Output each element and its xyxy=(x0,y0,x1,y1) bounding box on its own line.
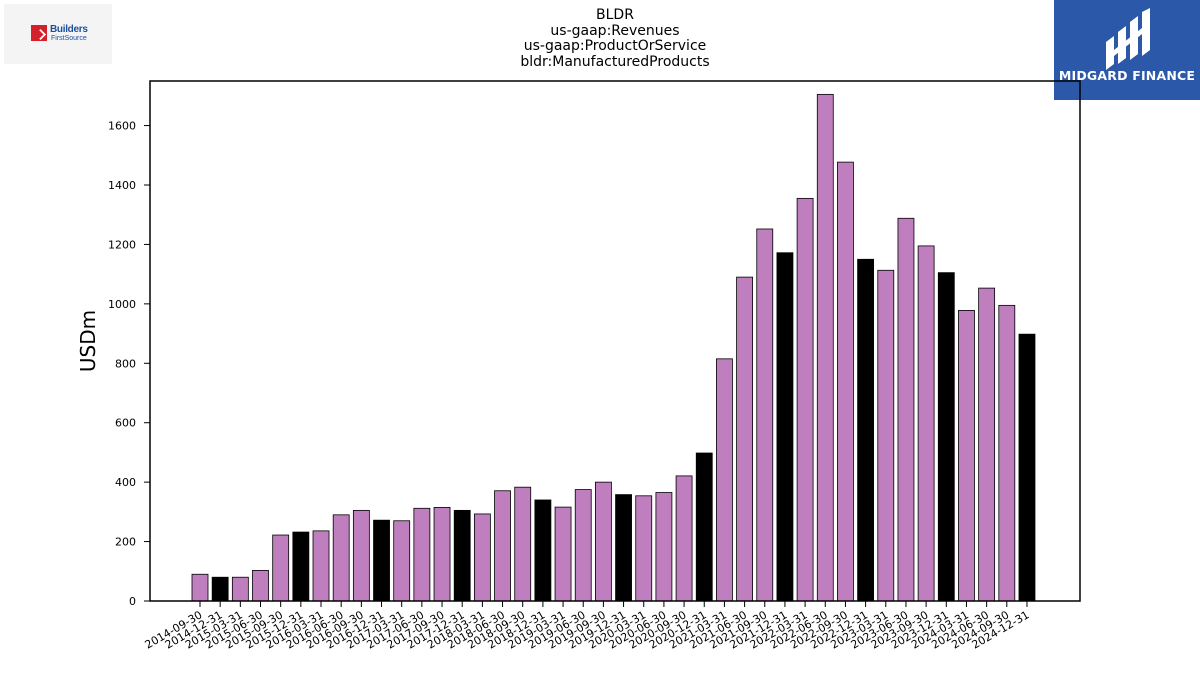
chart-title-line: bldr:ManufacturedProducts xyxy=(520,53,710,70)
midgard-finance-logo: MIDGARD FINANCE xyxy=(1054,0,1200,100)
bar xyxy=(837,161,854,602)
bar xyxy=(272,534,290,602)
bar xyxy=(998,304,1016,602)
y-tick-label: 1400 xyxy=(108,179,136,192)
bar xyxy=(211,576,229,602)
chart-title: BLDR us-gaap:Revenues us-gaap:ProductOrS… xyxy=(415,7,815,70)
y-axis: 0 200 400 600 800 1000 1200 1400 1600 xyxy=(108,120,150,608)
bar xyxy=(857,258,875,602)
y-tick-label: 600 xyxy=(115,417,136,430)
bar xyxy=(937,272,955,602)
y-tick-label: 200 xyxy=(115,536,136,549)
bar xyxy=(292,531,310,602)
bars-group xyxy=(191,93,1036,602)
builders-logo-subtext: FirstSource xyxy=(51,35,87,42)
bar xyxy=(816,93,834,602)
bar xyxy=(494,490,511,602)
bar xyxy=(433,506,451,602)
bar xyxy=(352,509,370,602)
bar xyxy=(574,489,592,602)
bar xyxy=(796,197,814,602)
bar xyxy=(332,514,350,602)
bar xyxy=(958,309,975,602)
bar xyxy=(312,530,330,602)
bar xyxy=(736,276,753,602)
bar xyxy=(453,509,471,602)
midgard-logo-text: MIDGARD FINANCE xyxy=(1058,68,1196,83)
bar xyxy=(635,495,653,602)
y-tick-label: 1000 xyxy=(108,298,136,311)
bar xyxy=(877,269,895,602)
chart-title-line: us-gaap:Revenues xyxy=(550,22,680,39)
bar xyxy=(393,520,411,602)
builders-logo-text: Builders xyxy=(50,24,88,35)
bar xyxy=(473,513,491,602)
bar xyxy=(756,228,774,602)
y-axis-label: USDm xyxy=(76,310,100,372)
bar xyxy=(897,217,915,602)
bar xyxy=(252,569,269,602)
bar xyxy=(978,287,996,602)
bar xyxy=(615,494,632,602)
y-tick-label: 800 xyxy=(115,357,136,370)
chart-title-line: us-gaap:ProductOrService xyxy=(523,38,707,54)
y-tick-label: 0 xyxy=(129,595,136,608)
builders-firstsource-logo: Builders FirstSource xyxy=(4,4,112,64)
bar xyxy=(514,486,532,602)
bar xyxy=(554,506,572,602)
y-tick-label: 1600 xyxy=(108,120,136,133)
bar xyxy=(675,475,693,602)
plot-frame xyxy=(149,80,1081,602)
builders-logo-icon xyxy=(31,25,47,41)
bar xyxy=(413,507,431,602)
chart-title-line: BLDR xyxy=(596,7,634,23)
bar xyxy=(917,245,935,602)
bar xyxy=(695,452,713,602)
midgard-logo-icon xyxy=(1106,8,1150,70)
bar xyxy=(191,573,209,602)
bar xyxy=(716,358,733,602)
bar xyxy=(373,519,390,602)
y-tick-label: 1200 xyxy=(108,238,136,251)
bar xyxy=(534,499,552,602)
bar xyxy=(655,492,673,602)
bar xyxy=(776,252,794,602)
bar xyxy=(1018,333,1036,602)
y-tick-label: 400 xyxy=(115,476,136,489)
bar xyxy=(595,481,612,602)
bar xyxy=(231,576,249,602)
x-axis: 2014-09-302014-12-312015-03-312015-06-30… xyxy=(143,601,1031,652)
